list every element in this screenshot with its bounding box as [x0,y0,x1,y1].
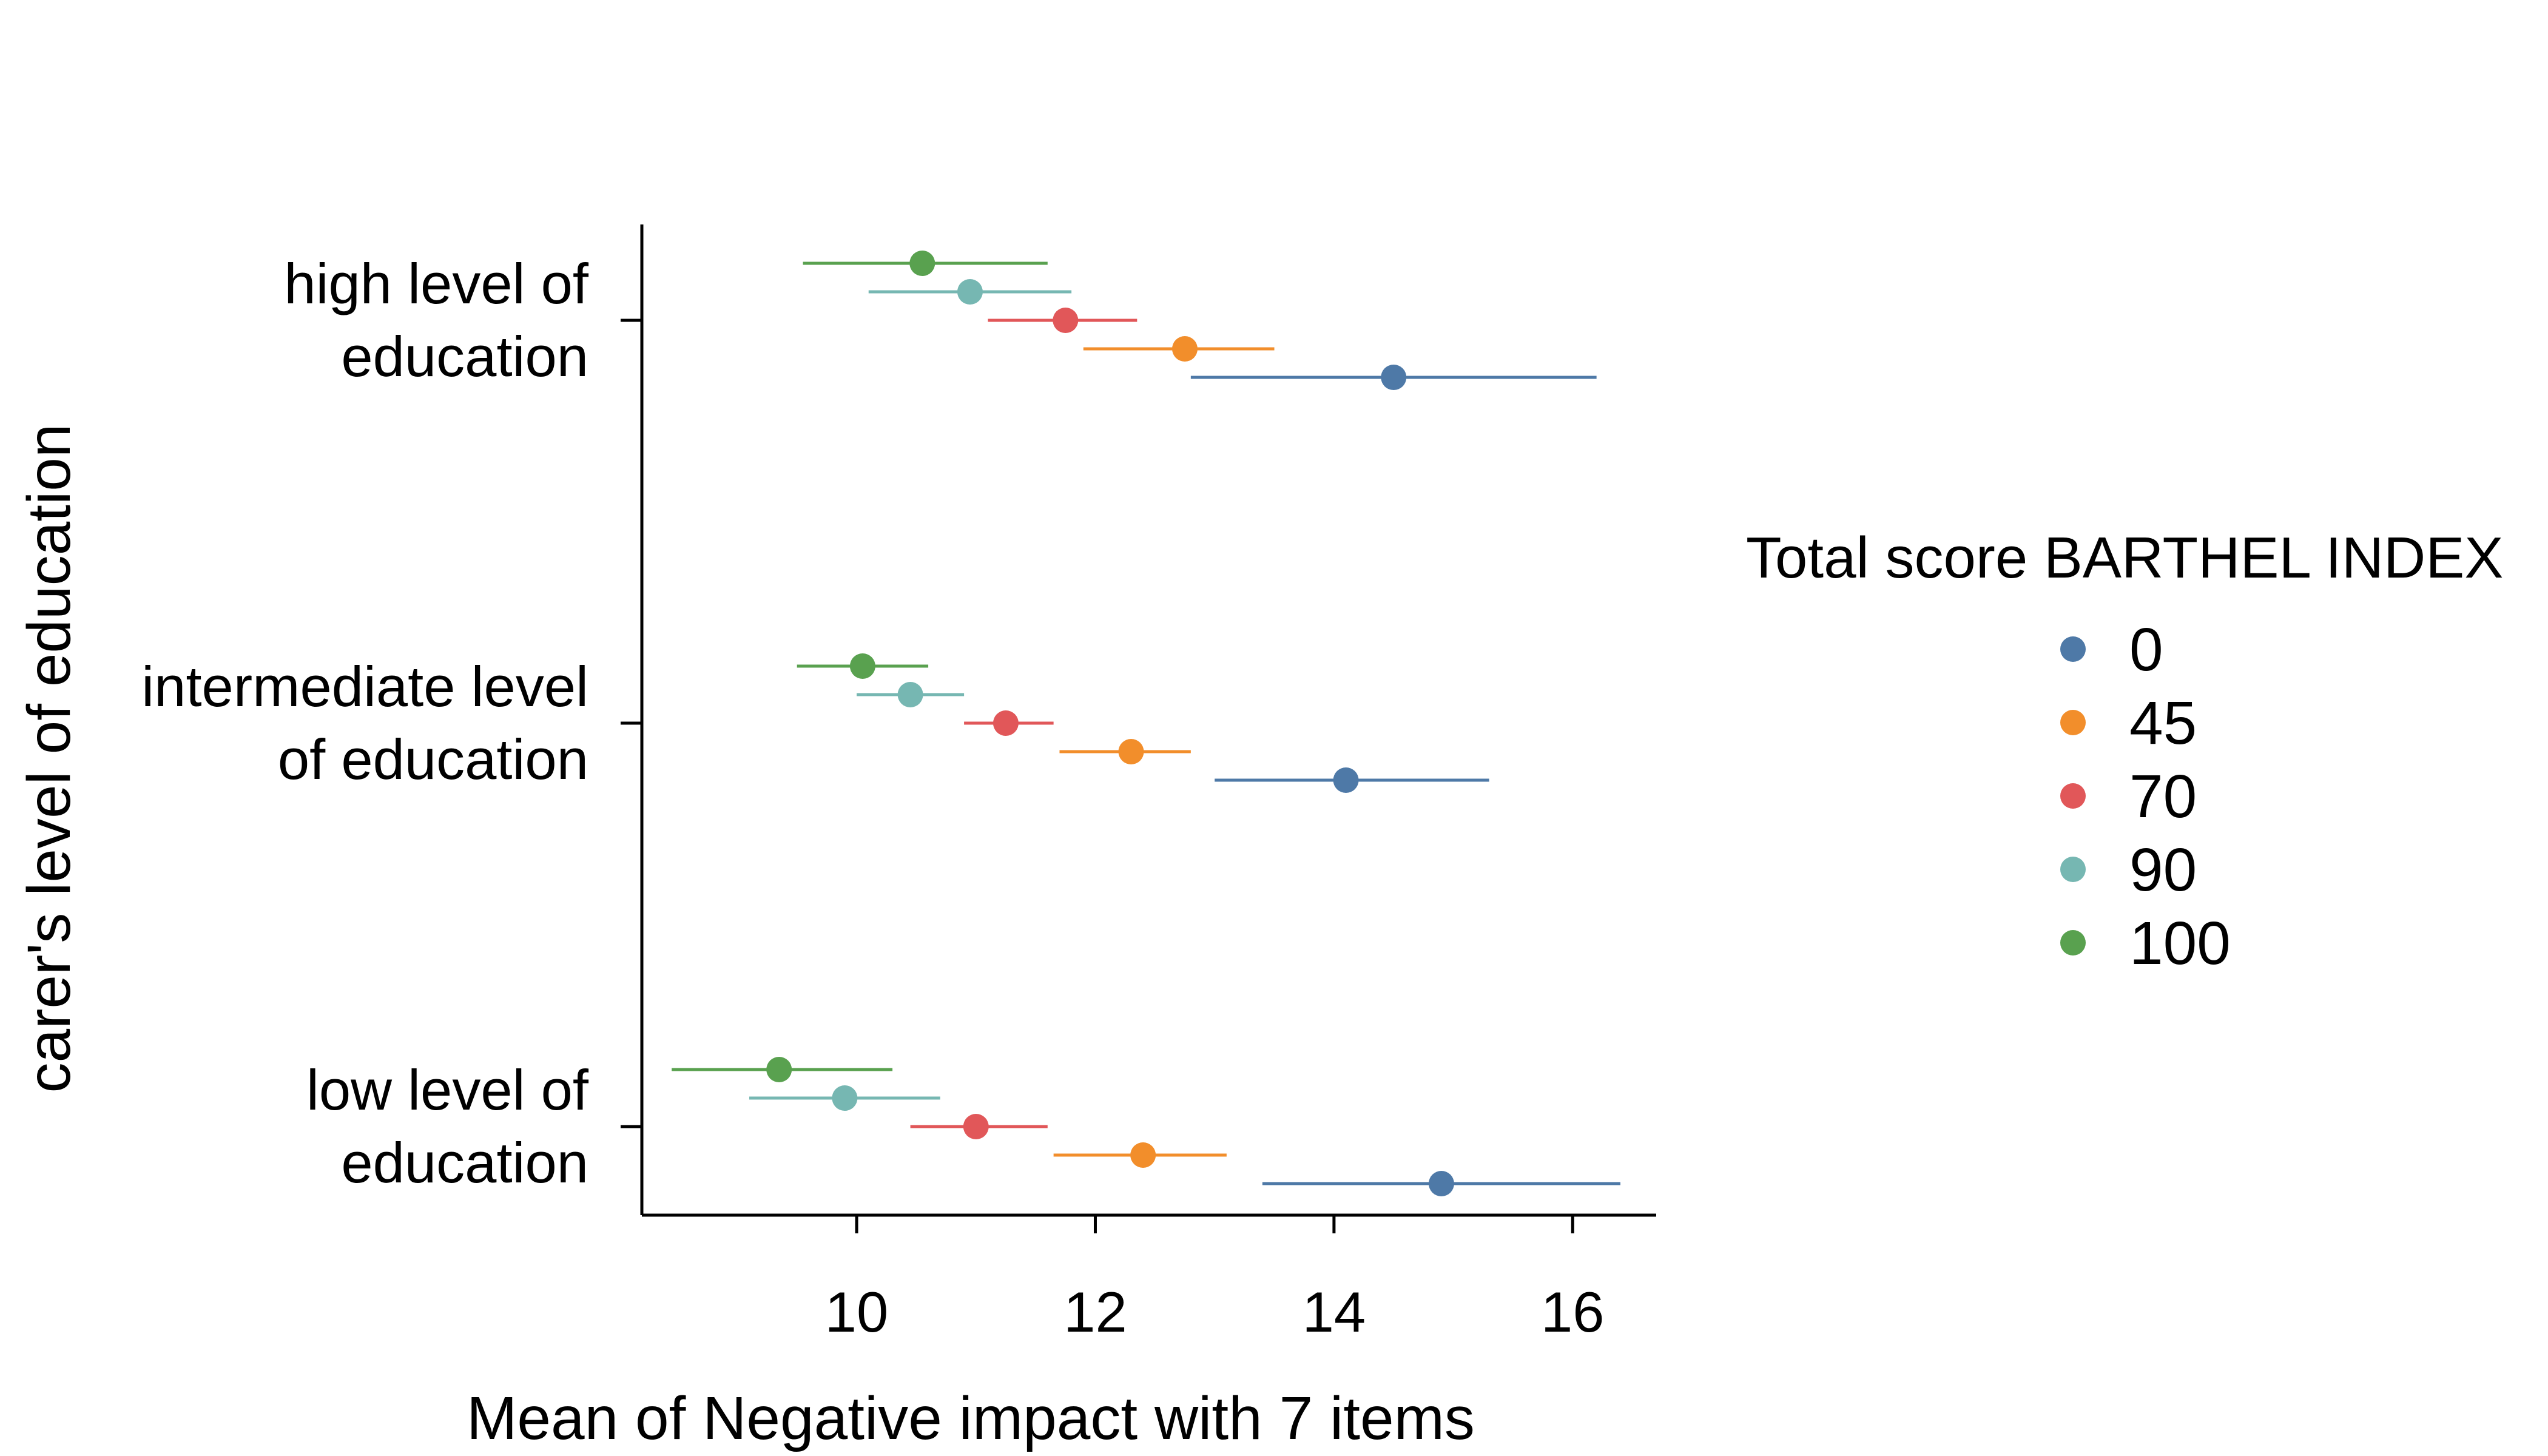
point-70-cat0 [1053,308,1079,333]
legend-key-70 [2060,783,2086,809]
y-axis-title: carer's level of education [15,423,83,1093]
x-ticks: 10 12 14 16 [825,1215,1605,1344]
legend-key-100 [2060,930,2086,956]
point-100-cat2 [766,1057,792,1082]
x-tick-label: 10 [825,1280,889,1344]
y-tick-label-line2: education [341,1131,588,1195]
legend-key-45 [2060,710,2086,735]
legend-key-0 [2060,636,2086,662]
y-tick-label-line1: high level of [284,252,589,315]
y-tick-label-line2: of education [278,727,588,791]
point-90-cat0 [957,279,983,305]
y-tick-label-line1: low level of [306,1058,589,1122]
plot-area: 10 12 14 16 high level of education intermedi… [141,224,1656,1344]
point-45-cat0 [1172,336,1198,362]
legend-label-0: 0 [2129,616,2163,684]
point-70-cat2 [963,1114,989,1139]
y-tick-label-line1: intermediate level [141,655,588,718]
point-0-cat1 [1333,767,1359,793]
point-100-cat1 [849,653,875,679]
legend-label-45: 45 [2129,689,2197,757]
point-45-cat1 [1118,739,1144,764]
x-tick-label: 16 [1541,1280,1605,1344]
x-axis-title: Mean of Negative impact with 7 items [467,1384,1475,1452]
point-90-cat1 [897,682,923,707]
point-0-cat0 [1381,365,1407,390]
point-70-cat1 [993,710,1019,736]
y-tick-label-line2: education [341,325,588,388]
legend-key-90 [2060,857,2086,882]
legend-label-90: 90 [2129,836,2197,904]
x-tick-label: 12 [1063,1280,1127,1344]
legend-label-70: 70 [2129,763,2197,831]
x-tick-label: 14 [1303,1280,1366,1344]
point-100-cat0 [909,251,935,276]
y-ticks: high level of education intermediate level… [141,252,642,1195]
point-0-cat2 [1428,1171,1454,1196]
point-45-cat2 [1130,1142,1156,1168]
legend-label-100: 100 [2129,909,2231,977]
legend-title: Total score BARTHEL INDEX [1746,525,2503,590]
data-marks [672,251,1620,1196]
point-90-cat2 [832,1085,858,1111]
